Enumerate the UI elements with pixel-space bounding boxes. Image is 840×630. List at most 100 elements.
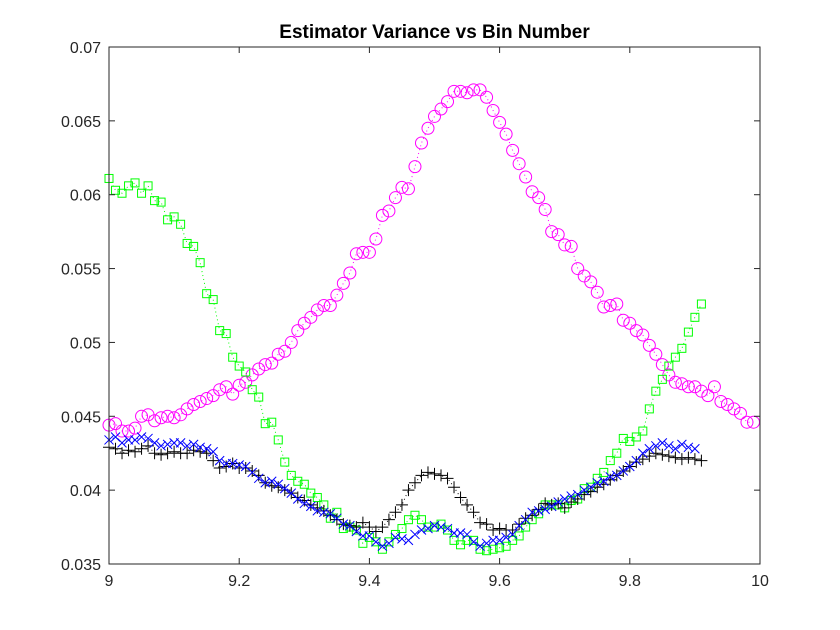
data-point-x [351,526,362,537]
data-point-circle [701,389,715,403]
data-point-square [670,352,680,362]
data-point-circle [284,335,298,349]
data-point-circle [135,409,149,423]
data-point-square [254,392,264,402]
data-point-x [566,491,577,501]
axes-background [109,47,760,564]
data-point-square [436,519,446,529]
data-point-circle [330,288,344,302]
data-point-circle [128,421,142,435]
data-point-circle [213,383,227,397]
data-point-circle [629,324,643,338]
data-point-x [618,466,629,476]
data-point-circle [343,266,357,280]
data-point-square [176,219,186,229]
data-point-plus [291,491,304,504]
data-point-circle [493,115,507,129]
data-point-x [657,438,668,448]
data-point-circle [571,262,585,276]
data-point-plus [389,506,402,519]
series-layer [102,83,760,556]
x-tick-label: 9 [105,573,114,590]
data-point-circle [590,285,604,299]
data-point-circle [219,380,233,394]
data-point-square [495,543,505,553]
data-point-square [241,367,251,377]
data-point-circle [317,299,331,312]
data-point-plus [474,516,487,529]
data-point-square [117,188,127,198]
data-point-x [162,439,173,450]
data-point-plus [246,464,259,477]
data-point-square [163,215,173,225]
data-point-x [175,438,186,448]
data-point-x [253,473,264,484]
data-point-circle [441,95,455,109]
data-point-plus [356,516,369,529]
data-point-plus [597,478,610,491]
data-point-plus [395,498,408,511]
data-point-circle [486,104,500,118]
data-point-circle [252,362,266,376]
y-tick-label: 0.055 [61,262,101,279]
data-point-x [410,529,420,540]
data-point-circle [154,411,168,425]
data-point-circle [506,143,520,157]
data-point-plus [272,481,285,494]
data-point-x [585,482,596,493]
data-point-circle [610,297,624,311]
data-point-square [638,426,648,436]
data-point-plus [122,444,135,457]
data-point-square [605,456,615,466]
data-point-x [143,433,153,444]
data-point-x [527,507,538,518]
data-point-plus [415,469,428,482]
data-point-square [599,467,609,477]
data-point-plus [526,509,539,522]
data-point-plus [662,450,675,463]
data-point-plus [135,442,148,455]
data-point-circle [551,228,565,242]
data-point-x [507,529,518,540]
data-point-square [280,457,290,467]
x-tick-label: 9.8 [619,573,641,590]
data-point-x [260,477,271,488]
data-point-x [637,448,648,459]
data-point-circle [499,127,513,141]
y-tick-label: 0.06 [70,188,101,205]
data-point-square [488,544,498,554]
data-point-x [201,443,212,454]
data-point-square [182,238,192,248]
data-point-circle [200,392,214,406]
data-point-x [318,507,329,518]
data-point-square [644,404,654,414]
series-circle [102,83,760,438]
data-point-x [371,536,381,547]
data-point-plus [382,513,395,526]
data-point-plus [649,447,662,460]
data-point-circle [180,402,194,416]
data-point-x [266,476,277,487]
data-point-square [208,295,218,305]
data-point-x [533,505,544,516]
data-point-x [494,535,505,546]
data-point-circle [480,90,494,104]
data-point-circle [362,245,376,259]
data-point-plus [148,447,161,460]
data-point-circle [447,84,461,98]
data-point-plus [636,453,649,466]
data-point-square [299,479,309,489]
data-point-plus [376,521,389,534]
data-point-x [214,455,225,466]
data-point-square [651,386,661,396]
data-point-plus [669,451,682,464]
y-tick-label: 0.07 [70,40,101,57]
data-point-x [664,440,674,451]
data-point-plus [493,522,506,535]
data-point-x [305,501,316,512]
data-point-circle [473,83,487,97]
x-tick-label: 9.4 [358,573,380,590]
data-point-x [592,477,603,488]
data-point-square [234,361,244,371]
